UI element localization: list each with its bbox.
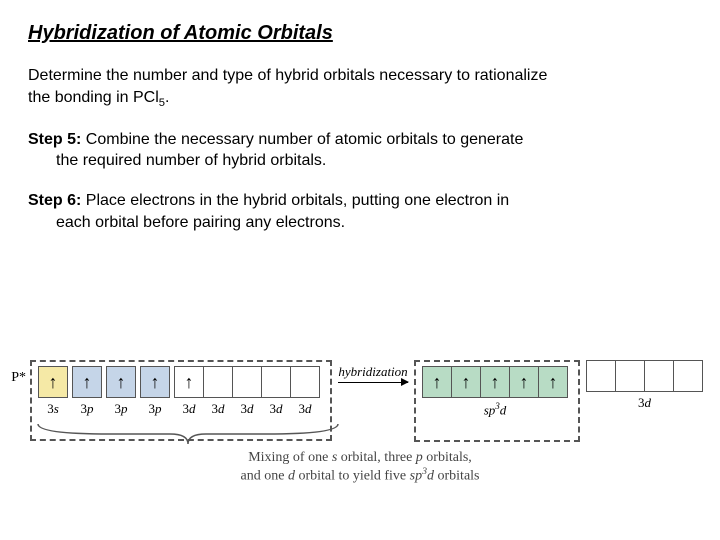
orbital-group: ↑ 3p — [140, 366, 170, 417]
step5-line1: Combine the necessary number of atomic o… — [81, 131, 523, 148]
orbital-boxes: ↑ — [106, 366, 136, 398]
orbital-group: ↑ 3s — [38, 366, 68, 417]
left-dashed-region: ↑3s↑3p↑3p↑3p↑3d3d3d3d3d — [30, 360, 332, 441]
d-orbital-box — [673, 360, 703, 392]
hybrid-label-d: d — [500, 402, 507, 417]
right-d-label: 3d — [638, 395, 651, 411]
cap-l2-d: d — [288, 469, 295, 484]
step6-line1: Place electrons in the hybrid orbitals, … — [81, 192, 509, 209]
hybrid-orbital-box: ↑ — [509, 366, 539, 398]
orbital-box: ↑ — [38, 366, 68, 398]
cap-l2-post: orbitals — [434, 469, 480, 484]
cap-l1-post: orbitals, — [423, 450, 472, 465]
right-d-group: 3d — [586, 360, 703, 411]
right-dashed-region: ↑ ↑ ↑ ↑ ↑ sp3d — [414, 360, 580, 442]
diagram-caption: Mixing of one s orbital, three p orbital… — [0, 450, 720, 485]
hybridization-arrow: hybridization — [332, 360, 414, 383]
hybrid-orbital-box: ↑ — [422, 366, 452, 398]
cap-l1-p: p — [416, 450, 423, 465]
step6-line2: each orbital before pairing any electron… — [28, 212, 692, 234]
step6-label: Step 6: — [28, 192, 81, 209]
electron-arrow: ↑ — [549, 373, 558, 391]
hybrid-boxes: ↑ ↑ ↑ ↑ ↑ — [422, 366, 568, 398]
orbital-label: 3d — [233, 401, 262, 417]
electron-arrow: ↑ — [185, 373, 194, 391]
orbital-boxes: ↑ — [174, 366, 320, 398]
arrow-line — [338, 382, 408, 383]
hybrid-orbital-box: ↑ — [451, 366, 481, 398]
orbital-box — [290, 366, 320, 398]
cap-l2-pre: and one — [241, 469, 288, 484]
electron-arrow: ↑ — [117, 373, 126, 391]
cap-l1-mid: orbital, three — [337, 450, 416, 465]
orbital-box — [261, 366, 291, 398]
step-6: Step 6: Place electrons in the hybrid or… — [28, 190, 692, 233]
orbital-group: ↑ 3p — [106, 366, 136, 417]
hybrid-label-sp: sp — [484, 402, 496, 417]
orbital-label: 3p — [81, 401, 94, 417]
electron-arrow: ↑ — [49, 373, 58, 391]
right-d-label-l: d — [645, 395, 652, 410]
orbital-label: 3p — [115, 401, 128, 417]
hybrid-group: ↑ ↑ ↑ ↑ ↑ sp3d — [422, 366, 568, 418]
step-5: Step 5: Combine the necessary number of … — [28, 129, 692, 172]
orbital-label: 3d — [175, 401, 204, 417]
d-orbital-box — [615, 360, 645, 392]
electron-arrow: ↑ — [83, 373, 92, 391]
cap-l2-sp: sp — [410, 469, 422, 484]
orbital-label: 3d — [262, 401, 291, 417]
hybrid-orbital-box: ↑ — [538, 366, 568, 398]
problem-line2-post: . — [165, 89, 169, 106]
cap-l2-d2: d — [427, 469, 434, 484]
electron-arrow: ↑ — [462, 373, 471, 391]
orbital-multi-label-row: 3d3d3d3d3d — [175, 398, 320, 417]
electron-arrow: ↑ — [433, 373, 442, 391]
orbital-box: ↑ — [72, 366, 102, 398]
orbital-label: 3s — [47, 401, 59, 417]
d-orbital-box — [644, 360, 674, 392]
orbital-label: 3d — [291, 401, 320, 417]
cap-l1-pre: Mixing of one — [248, 450, 332, 465]
orbital-box — [203, 366, 233, 398]
orbital-group: ↑3d3d3d3d3d — [174, 366, 320, 417]
cap-l2-mid: orbital to yield five — [295, 469, 410, 484]
orbital-diagram: P* ↑3s↑3p↑3p↑3p↑3d3d3d3d3d hybridization… — [0, 360, 720, 485]
orbital-label: 3p — [149, 401, 162, 417]
orbital-box: ↑ — [174, 366, 204, 398]
hybrid-label: sp3d — [484, 401, 507, 418]
problem-statement: Determine the number and type of hybrid … — [28, 65, 692, 111]
step5-label: Step 5: — [28, 131, 81, 148]
electron-arrow: ↑ — [520, 373, 529, 391]
orbital-boxes: ↑ — [72, 366, 102, 398]
d-orbital-box — [586, 360, 616, 392]
step5-line2: the required number of hybrid orbitals. — [28, 150, 692, 172]
orbital-box — [232, 366, 262, 398]
page-title: Hybridization of Atomic Orbitals — [28, 22, 692, 45]
orbital-group: ↑ 3p — [72, 366, 102, 417]
problem-line1: Determine the number and type of hybrid … — [28, 67, 547, 84]
orbital-label: 3d — [204, 401, 233, 417]
arrow-label: hybridization — [338, 364, 407, 380]
right-d-boxes — [586, 360, 703, 392]
orbital-box: ↑ — [140, 366, 170, 398]
electron-arrow: ↑ — [151, 373, 160, 391]
orbital-box: ↑ — [106, 366, 136, 398]
problem-line2-pre: the bonding in PCl — [28, 89, 159, 106]
orbital-boxes: ↑ — [140, 366, 170, 398]
orbital-boxes: ↑ — [38, 366, 68, 398]
electron-arrow: ↑ — [491, 373, 500, 391]
atom-label: P* — [0, 360, 30, 386]
hybrid-orbital-box: ↑ — [480, 366, 510, 398]
